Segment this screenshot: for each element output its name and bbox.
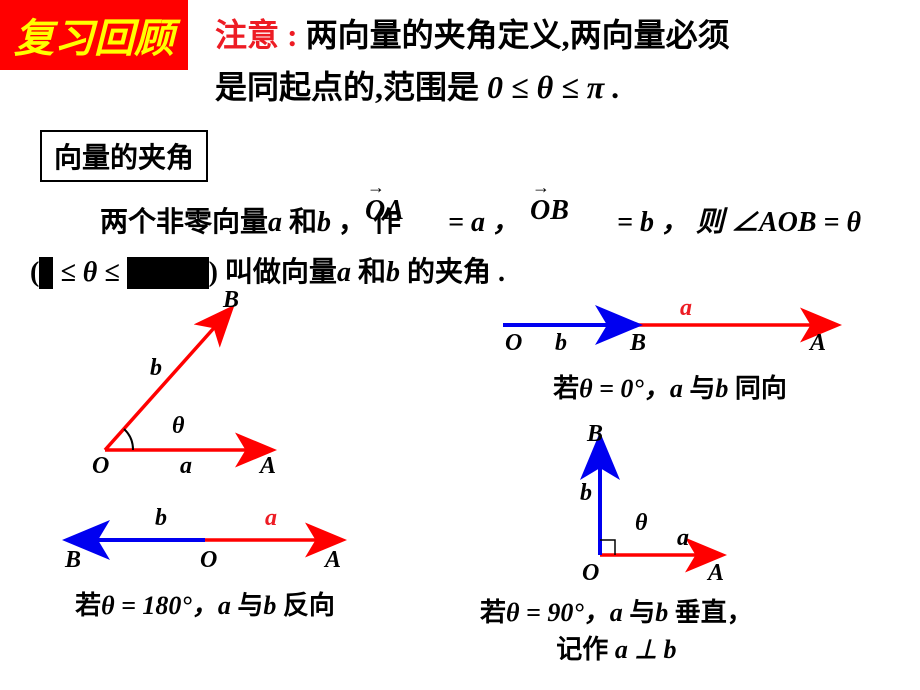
c90l2pre: 记作 xyxy=(556,635,615,664)
c0math: θ = 0°， xyxy=(579,374,670,403)
body-text-2: = a ， xyxy=(448,200,520,240)
title-badge: 复习回顾 xyxy=(0,0,188,70)
label-Bp2: B xyxy=(629,330,646,356)
c90mid: 与 xyxy=(623,598,656,627)
caption-0: 若θ = 0°，a 与b 同向 xyxy=(485,368,855,405)
bt1b: a xyxy=(268,207,282,238)
note-prefix: 注意 : xyxy=(215,17,298,53)
note-l2a: 是同起点的,范围是 xyxy=(215,69,487,105)
hidden-block-2: 180 xyxy=(127,257,209,289)
c180mid: 与 xyxy=(231,591,264,620)
diagram-theta-180: b a B O A 若θ = 180°，a 与b 反向 xyxy=(55,505,355,622)
bt2o: ( xyxy=(30,257,39,288)
diagram-theta-0: O b B a A 若θ = 0°，a 与b 同向 xyxy=(485,295,855,405)
label-O3: O xyxy=(200,547,217,573)
note-line-1: 注意 : 两向量的夹角定义,两向量必须 xyxy=(215,10,730,56)
c90math: θ = 90°， xyxy=(506,598,610,627)
label-b4: b xyxy=(580,480,592,506)
c180pre: 若 xyxy=(75,591,101,620)
c90b: b xyxy=(655,598,668,627)
c0mid: 与 xyxy=(683,374,716,403)
bt2and: 和 xyxy=(351,257,386,288)
hidden-block-1: 0 xyxy=(39,257,53,289)
bt2end: 的夹角 . xyxy=(400,257,505,288)
label-b2: b xyxy=(555,330,567,356)
c180post: 反向 xyxy=(276,591,335,620)
vector-b xyxy=(105,310,230,450)
label-A4: A xyxy=(706,560,724,586)
label-a2: a xyxy=(680,295,692,321)
bt2a: a xyxy=(337,257,351,288)
bt2m: ≤ θ ≤ xyxy=(53,257,126,288)
c90a: a xyxy=(610,598,623,627)
oa-eq: = a ， xyxy=(448,207,520,238)
c180a: a xyxy=(218,591,231,620)
ob-eq: = b ， xyxy=(617,207,689,238)
label-O: O xyxy=(92,453,109,479)
OB-vec: OB xyxy=(530,195,569,227)
caption-180: 若θ = 180°，a 与b 反向 xyxy=(55,585,355,622)
body-text-4: (0 ≤ θ ≤ 180) 叫做向量a 和b 的夹角 . xyxy=(30,250,505,290)
caption-90: 若θ = 90°，a 与b 垂直， 记作 a ⊥ b xyxy=(480,592,753,666)
label-A3: A xyxy=(323,547,341,573)
note-l2-math: 0 ≤ θ ≤ π . xyxy=(487,69,620,105)
section-title-box: 向量的夹角 xyxy=(40,130,208,182)
label-A2: A xyxy=(808,330,826,356)
bt1c: 和 xyxy=(282,207,317,238)
label-B: B xyxy=(222,287,239,313)
label-theta4: θ xyxy=(635,510,648,536)
OA-vec: OA xyxy=(365,195,404,227)
bt2c: ) 叫做向量 xyxy=(209,257,337,288)
c90pre: 若 xyxy=(480,598,506,627)
label-a: a xyxy=(180,453,192,479)
label-theta: θ xyxy=(172,413,185,439)
note-l1-rest: 两向量的夹角定义,两向量必须 xyxy=(298,17,730,53)
body-text-3: = b ， 则 ∠AOB = θ xyxy=(617,200,861,240)
label-b: b xyxy=(150,355,162,381)
angle-arc xyxy=(124,429,133,450)
diagram-theta-90: B b θ a O A 若θ = 90°，a 与b 垂直， 记作 a ⊥ b xyxy=(480,425,753,666)
bt2b: b xyxy=(386,257,400,288)
c90post: 垂直， xyxy=(668,598,753,627)
note-line-2: 是同起点的,范围是 0 ≤ θ ≤ π . xyxy=(215,62,620,108)
c180b: b xyxy=(263,591,276,620)
label-B4: B xyxy=(586,421,603,447)
c90l2math: a ⊥ b xyxy=(615,635,677,664)
label-O4: O xyxy=(582,560,599,586)
body-text-1: 两个非零向量a 和b ， 作 xyxy=(100,200,401,240)
label-A: A xyxy=(258,453,276,479)
bt1a: 两个非零向量 xyxy=(100,207,268,238)
c0a: a xyxy=(670,374,683,403)
diagram-angle: O A B a b θ xyxy=(80,295,310,490)
c0b: b xyxy=(715,374,728,403)
right-angle-mark xyxy=(600,540,615,555)
c0post: 同向 xyxy=(728,374,787,403)
c0pre: 若 xyxy=(553,374,579,403)
c180math: θ = 180°， xyxy=(101,591,218,620)
label-O2: O xyxy=(505,330,522,356)
label-b3: b xyxy=(155,505,167,531)
label-B3: B xyxy=(64,547,81,573)
then-angle: 则 ∠AOB = θ xyxy=(696,207,861,238)
label-a4: a xyxy=(677,525,689,551)
label-a3: a xyxy=(265,505,277,531)
bt1d: b xyxy=(317,207,331,238)
